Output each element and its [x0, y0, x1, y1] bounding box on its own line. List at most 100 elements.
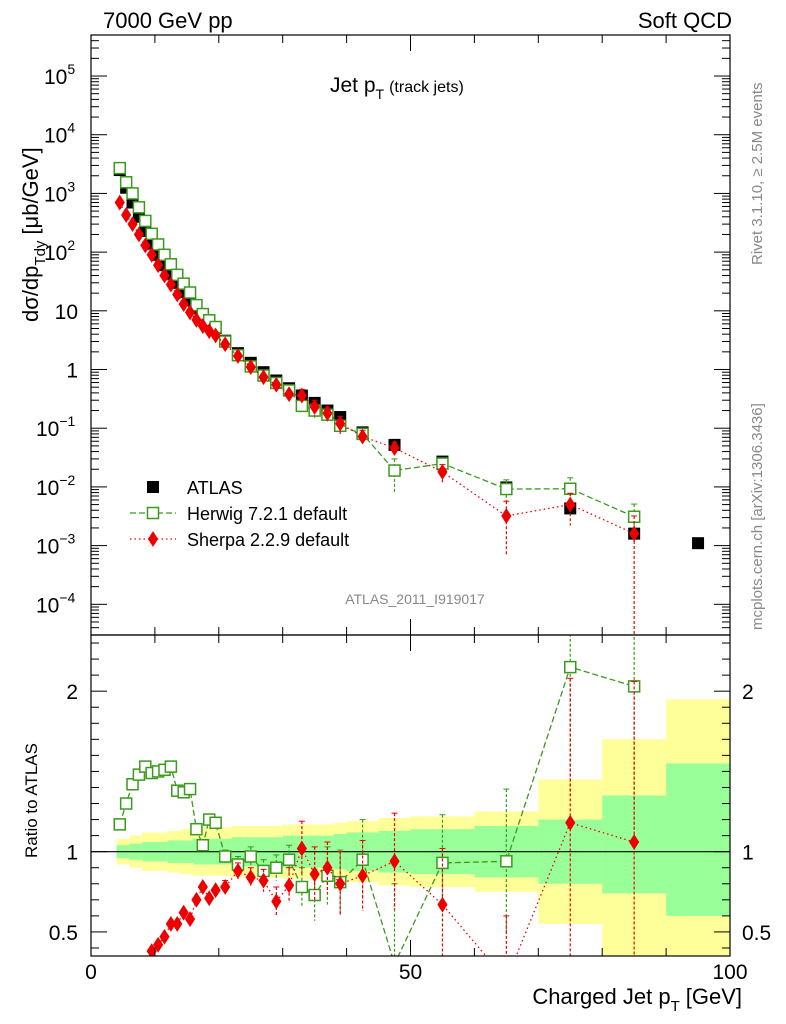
- ratio-axes: 0.5 0.5 1 1 2 2 0 50 100: [49, 635, 771, 984]
- mc-point-sherpa: [389, 853, 400, 870]
- mc-point-herwig: [164, 258, 178, 271]
- rivet-version-label: Rivet 3.1.10, ≥ 2.5M events: [749, 83, 766, 266]
- mc-point-sherpa: [191, 311, 202, 328]
- ratio-y-tick-label-right: 2: [742, 681, 754, 704]
- main-y-label-sub: Tdy: [32, 240, 49, 266]
- y-tick-label-base: 10: [36, 536, 59, 559]
- legend: ATLAS Herwig 7.2.1 default Sherpa 2.2.9 de…: [130, 478, 349, 550]
- y-tick-label-exp: −1: [59, 413, 75, 429]
- main-y-label-unit: [μb/GeV]: [18, 147, 43, 234]
- mc-point-herwig: [132, 201, 146, 214]
- mc-point-herwig: [564, 660, 577, 674]
- ratio-y-tick-label-right: 0.5: [742, 922, 771, 945]
- chart-title-sub: T: [376, 86, 385, 102]
- mc-point-sherpa: [309, 866, 320, 883]
- mc-point-herwig: [113, 818, 127, 831]
- mc-point-herwig: [388, 464, 401, 477]
- x-tick-label: 50: [399, 961, 422, 984]
- y-tick-label-base: 10: [44, 242, 67, 265]
- mc-point-sherpa: [204, 323, 215, 340]
- y-tick-label-base: 10: [36, 477, 59, 500]
- y-tick-label: 10−4: [36, 589, 76, 617]
- x-label-unit: [GeV]: [686, 984, 742, 1009]
- uncertainty-band-inner: [666, 763, 730, 916]
- mc-point-herwig: [218, 850, 232, 863]
- mc-point-herwig: [126, 187, 139, 200]
- mc-point-herwig: [145, 227, 158, 241]
- header-right-label: Soft QCD: [638, 8, 732, 33]
- mc-point-sherpa: [114, 194, 125, 211]
- mc-point-herwig: [119, 797, 133, 810]
- mc-point-herwig: [295, 880, 309, 894]
- mc-point-herwig: [119, 176, 133, 189]
- chart-title-main: Jet p: [330, 74, 376, 97]
- y-tick-label-base: 10: [44, 66, 67, 89]
- mc-point-sherpa: [121, 207, 132, 223]
- mc-point-herwig: [436, 856, 449, 870]
- y-tick-label-base: 10: [55, 301, 78, 324]
- mc-point-sherpa: [159, 267, 170, 284]
- data-point: [147, 481, 159, 493]
- y-tick-label: 10: [55, 301, 78, 324]
- mc-point-herwig: [126, 778, 139, 791]
- mc-point-sherpa: [565, 814, 576, 831]
- mc-point-herwig: [282, 853, 296, 866]
- x-axis-label: Charged Jet pT [GeV]: [532, 984, 742, 1015]
- ratio-plot-marks: [91, 635, 730, 956]
- main-y-axis-label: dσ/dpTdy [μb/GeV]: [18, 147, 49, 322]
- mc-point-sherpa: [389, 440, 400, 456]
- y-tick-label-exp: −2: [59, 472, 75, 488]
- mc-point-sherpa: [565, 496, 576, 513]
- mc-point-sherpa: [437, 896, 448, 913]
- y-tick-label: 104: [44, 120, 75, 148]
- mc-point-herwig: [356, 853, 369, 866]
- y-tick-label: 103: [44, 178, 75, 206]
- mc-point-sherpa: [283, 386, 295, 403]
- y-tick-label-exp: −4: [59, 589, 75, 605]
- mc-point-sherpa: [296, 840, 307, 857]
- mc-point-herwig: [564, 482, 577, 496]
- mc-point-sherpa: [172, 915, 183, 932]
- mc-point-herwig: [171, 268, 184, 282]
- mc-point-sherpa: [140, 237, 151, 254]
- mc-point-sherpa: [159, 928, 170, 945]
- mc-point-sherpa: [184, 911, 196, 928]
- ratio-y-tick-label: 1: [66, 842, 78, 865]
- mc-point-sherpa: [322, 405, 333, 422]
- y-tick-label-base: 10: [36, 594, 59, 617]
- x-label-sub: T: [671, 998, 680, 1015]
- mc-point-herwig: [132, 768, 146, 781]
- mc-point-herwig: [270, 861, 283, 874]
- y-tick-label: 10−3: [36, 531, 76, 559]
- legend-label: Herwig 7.2.1 default: [187, 504, 347, 524]
- mc-point-sherpa: [322, 859, 333, 876]
- mc-point-sherpa: [210, 327, 221, 344]
- mc-point-sherpa: [146, 246, 157, 263]
- mc-point-sherpa: [172, 286, 183, 303]
- mc-point-sherpa: [357, 428, 368, 445]
- mc-point-sherpa: [147, 531, 159, 547]
- ratio-y-tick-label: 0.5: [49, 922, 78, 945]
- chart-title-suffix: (track jets): [389, 79, 464, 96]
- mc-point-herwig: [177, 277, 190, 290]
- mc-point-sherpa: [309, 399, 320, 415]
- mc-point-sherpa: [283, 877, 295, 894]
- mc-point-sherpa: [271, 376, 282, 393]
- mc-point-herwig: [190, 298, 203, 312]
- mc-point-sherpa: [357, 867, 368, 884]
- mc-point-sherpa: [178, 296, 189, 313]
- series-line-herwig: [119, 167, 635, 518]
- y-tick-label-exp: 4: [67, 120, 75, 136]
- mc-point-sherpa: [629, 525, 640, 542]
- mc-point-herwig: [164, 760, 178, 773]
- mc-point-herwig: [139, 214, 152, 228]
- mc-point-sherpa: [220, 336, 231, 353]
- mc-point-herwig: [196, 839, 210, 852]
- y-tick-label-exp: 5: [67, 61, 75, 77]
- mc-point-sherpa: [197, 879, 208, 895]
- mc-point-sherpa: [296, 387, 307, 404]
- mc-point-sherpa: [271, 893, 282, 910]
